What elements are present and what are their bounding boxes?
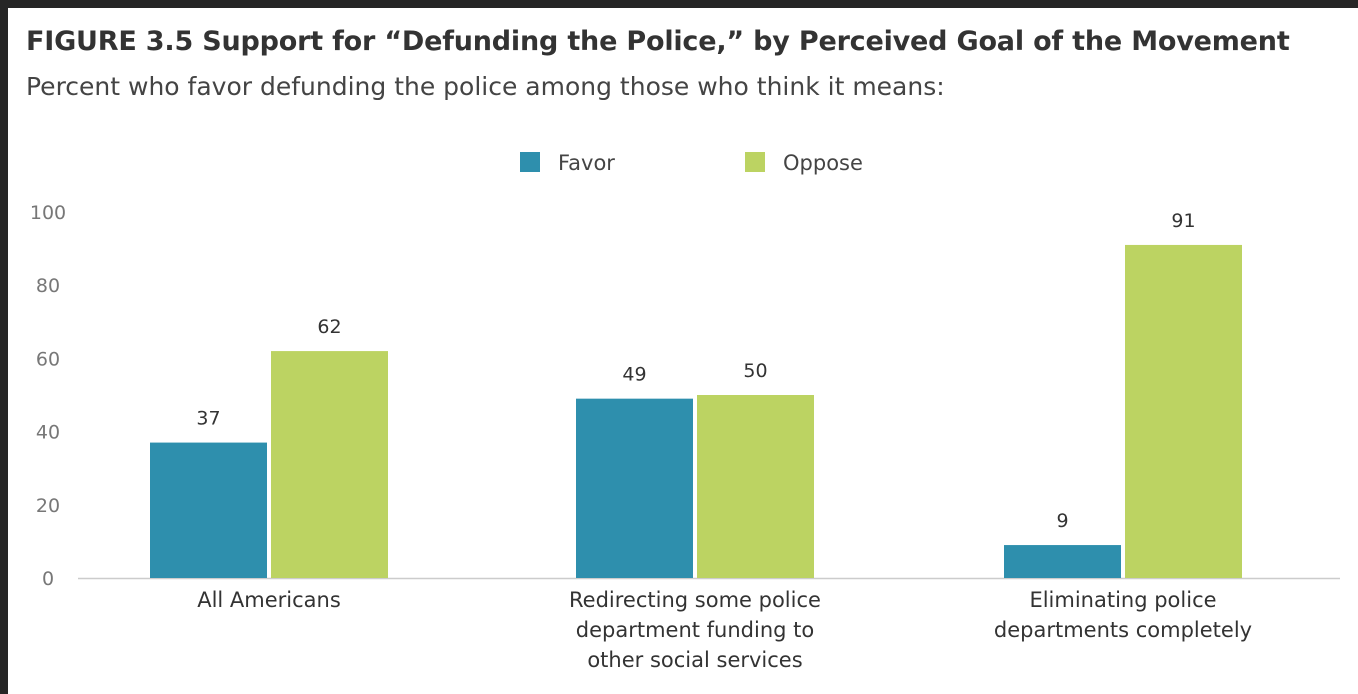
bar-oppose-0 <box>271 351 388 578</box>
y-tick-label-0: 0 <box>42 568 54 590</box>
y-tick-label-60: 60 <box>36 348 60 370</box>
data-label-favor-2: 9 <box>1056 510 1068 532</box>
y-tick-label-20: 20 <box>36 495 60 517</box>
legend-label-oppose: Oppose <box>783 151 863 175</box>
legend-swatch-favor <box>520 152 540 172</box>
category-label-2-line-0: Eliminating police <box>1029 588 1216 612</box>
data-label-oppose-0: 62 <box>317 316 341 338</box>
category-label-1-line-0: Redirecting some police <box>569 588 821 612</box>
bar-favor-2 <box>1004 545 1121 578</box>
data-label-favor-1: 49 <box>622 364 646 386</box>
y-tick-label-80: 80 <box>36 275 60 297</box>
data-label-oppose-2: 91 <box>1171 210 1195 232</box>
data-label-favor-0: 37 <box>196 408 220 430</box>
category-label-2-line-1: departments completely <box>994 618 1252 642</box>
legend-swatch-oppose <box>745 152 765 172</box>
figure-title: FIGURE 3.5 Support for “Defunding the Po… <box>26 26 1290 57</box>
bar-oppose-1 <box>697 395 814 578</box>
bar-favor-0 <box>150 442 267 578</box>
category-label-1-line-2: other social services <box>587 648 802 672</box>
legend-label-favor: Favor <box>558 151 615 175</box>
data-label-oppose-1: 50 <box>743 360 767 382</box>
bar-favor-1 <box>576 398 693 578</box>
category-label-1-line-1: department funding to <box>576 618 815 642</box>
y-tick-label-40: 40 <box>36 422 60 444</box>
figure-subtitle: Percent who favor defunding the police a… <box>26 72 945 101</box>
bar-oppose-2 <box>1125 244 1242 578</box>
category-label-0-line-0: All Americans <box>197 588 341 612</box>
y-tick-label-100: 100 <box>30 202 66 224</box>
